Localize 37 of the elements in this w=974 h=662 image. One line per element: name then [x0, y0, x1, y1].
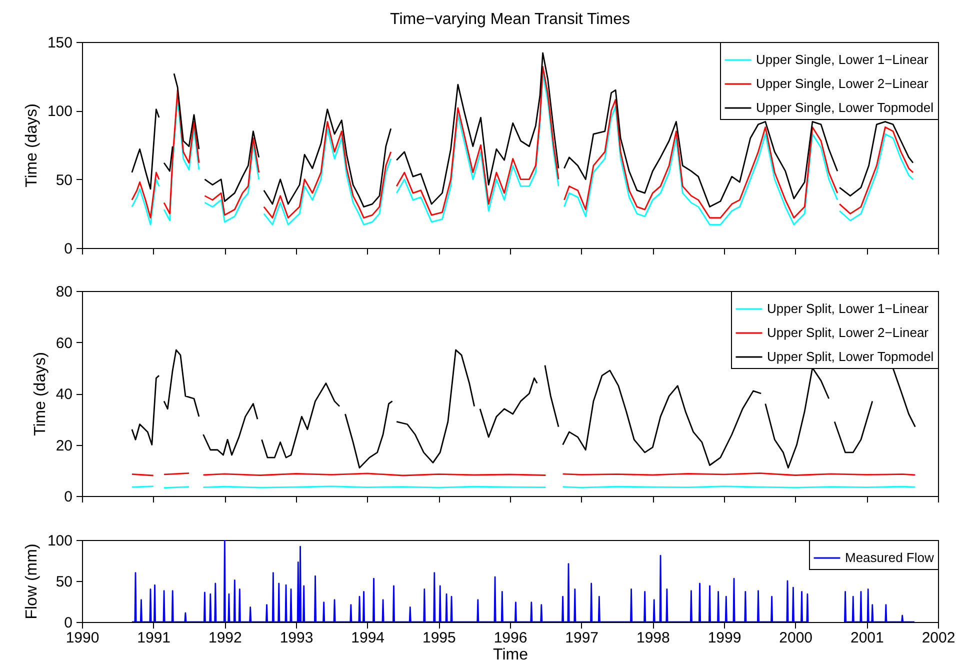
chart-title: Time−varying Mean Transit Times	[390, 11, 630, 28]
y-tick-label: 100	[47, 103, 72, 120]
y-tick-label: 0	[64, 240, 72, 258]
x-tick-label: 1997	[565, 630, 599, 646]
legend-label: Upper Split, Lower 1−Linear	[767, 301, 930, 316]
x-tick-label: 1995	[422, 630, 456, 646]
y-axis-title: Flow (mm)	[23, 544, 40, 620]
y-axis-title: Time (days)	[23, 104, 40, 188]
y-tick-label: 0	[64, 614, 72, 632]
x-axis-title: Time	[493, 646, 528, 662]
y-tick-label: 150	[47, 34, 72, 52]
x-tick-label: 2002	[922, 630, 956, 646]
x-tick-label: 1994	[351, 630, 385, 646]
legend-label: Upper Split, Lower 2−Linear	[767, 325, 930, 340]
x-tick-label: 1991	[137, 630, 171, 646]
x-tick-label: 1990	[66, 630, 100, 646]
legend-label: Upper Single, Lower Topmodel	[756, 100, 934, 115]
x-tick-label: 1998	[636, 630, 670, 646]
x-tick-label: 2001	[850, 630, 884, 646]
x-tick-label: 2000	[779, 630, 813, 646]
y-tick-label: 0	[64, 488, 72, 506]
x-tick-label: 1996	[494, 630, 528, 646]
legend-label: Upper Single, Lower 1−Linear	[756, 52, 930, 67]
y-tick-label: 40	[56, 386, 72, 403]
x-tick-label: 1993	[280, 630, 314, 646]
y-tick-label: 60	[56, 334, 72, 352]
x-tick-label: 1992	[208, 630, 242, 646]
y-tick-label: 80	[56, 284, 72, 300]
x-tick-label: 1999	[708, 630, 742, 646]
y-tick-label: 50	[56, 172, 72, 189]
legend-label: Measured Flow	[845, 550, 934, 565]
y-tick-label: 50	[56, 574, 72, 590]
y-tick-label: 20	[56, 437, 72, 454]
legend-label: Upper Split, Lower Topmodel	[767, 349, 934, 364]
y-tick-label: 100	[47, 532, 72, 550]
legend-label: Upper Single, Lower 2−Linear	[756, 76, 930, 91]
y-axis-title: Time (days)	[32, 352, 49, 436]
